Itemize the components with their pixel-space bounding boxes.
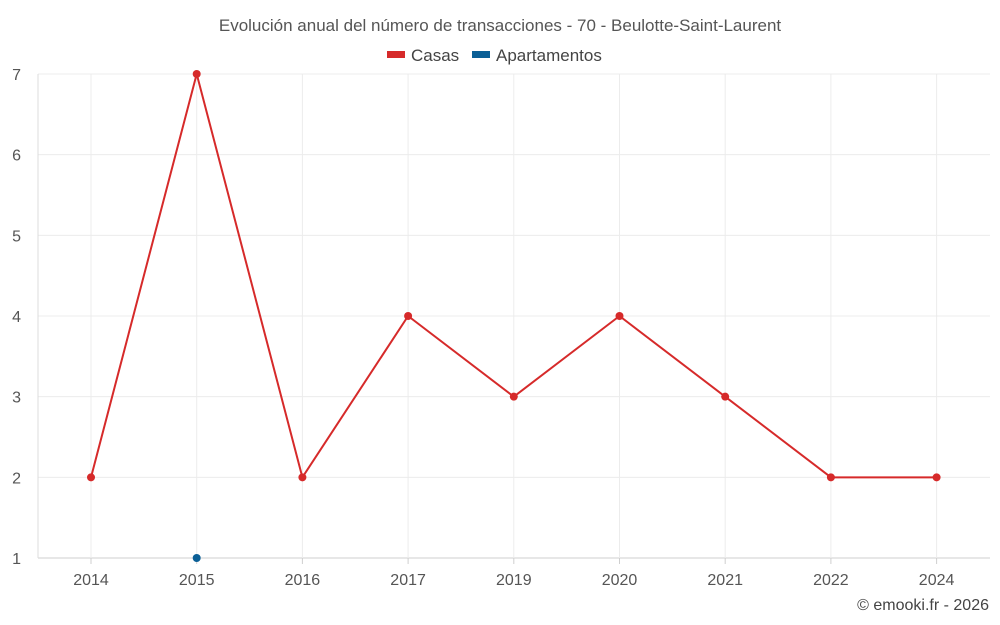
legend-swatch-casas [387, 51, 405, 58]
x-tick-label: 2022 [813, 572, 849, 589]
x-tick-label: 2024 [919, 572, 955, 589]
grid [38, 73, 990, 559]
data-point-casas[interactable] [509, 392, 518, 401]
y-tick-label: 5 [12, 228, 21, 245]
data-point-casas[interactable] [615, 312, 624, 320]
y-tick-label: 6 [12, 148, 21, 165]
x-tick-label: 2014 [73, 572, 109, 589]
legend-item-casas[interactable]: Casas [387, 46, 459, 65]
x-tick-label: 2017 [390, 572, 426, 589]
y-tick-label: 1 [12, 551, 21, 568]
x-axis: 2014 2015 2016 2017 2019 2020 2021 2022 2024 [73, 558, 954, 589]
series-layer [87, 70, 941, 562]
x-tick-label: 2021 [707, 572, 743, 589]
data-point-casas[interactable] [932, 473, 941, 482]
data-point-apartamentos[interactable] [192, 554, 201, 562]
data-point-casas[interactable] [826, 473, 835, 482]
x-tick-label: 2016 [285, 572, 321, 589]
y-tick-label: 2 [12, 470, 21, 487]
x-tick-label: 2015 [179, 572, 215, 589]
legend-item-apartamentos[interactable]: Apartamentos [472, 46, 602, 65]
legend: Casas Apartamentos [387, 46, 602, 65]
x-tick-label: 2020 [602, 572, 638, 589]
y-axis: 1 2 3 4 5 6 7 [12, 67, 39, 568]
y-tick-label: 3 [12, 390, 21, 407]
y-tick-label: 7 [12, 67, 21, 84]
chart-title: Evolución anual del número de transaccio… [219, 16, 782, 35]
credit-text: © emooki.fr - 2026 [857, 597, 989, 614]
data-point-casas[interactable] [192, 70, 201, 78]
legend-label-casas: Casas [411, 46, 459, 65]
legend-label-apartamentos: Apartamentos [496, 46, 602, 65]
y-tick-label: 4 [12, 309, 21, 326]
data-point-casas[interactable] [404, 312, 413, 320]
data-point-casas[interactable] [721, 392, 730, 401]
legend-swatch-apartamentos [472, 51, 490, 58]
data-point-casas[interactable] [87, 473, 95, 482]
x-tick-label: 2019 [496, 572, 532, 589]
data-point-casas[interactable] [298, 473, 307, 482]
